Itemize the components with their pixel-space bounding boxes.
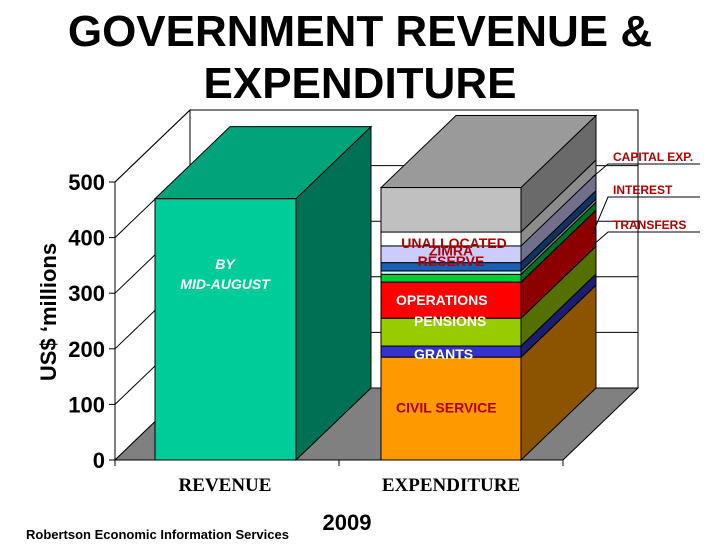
- expenditure-segment-operations: [380, 208, 597, 320]
- callout-capital-exp: CAPITAL EXP.: [613, 150, 693, 164]
- expenditure-segment-capital-exp: [379, 114, 598, 234]
- label-operations: OPERATIONS: [396, 292, 488, 308]
- expenditure-segment-capital-exp-top: [379, 115, 598, 189]
- expenditure-segment-civil-service-front: [380, 356, 522, 461]
- expenditure-segment-transfers-front: [380, 273, 522, 283]
- expenditure-segment-capital-exp-front: [380, 187, 522, 233]
- source-credit: Robertson Economic Information Services: [26, 527, 289, 542]
- expenditure-segment-zimra: [380, 172, 597, 264]
- callout-interest: INTEREST: [613, 183, 673, 197]
- y-tick-label: 300: [68, 281, 105, 306]
- revenue-bar: [153, 125, 373, 462]
- label-unallocated-line2: RESERVE: [418, 253, 485, 269]
- x-category-expenditure: EXPENDITURE: [382, 475, 520, 496]
- expenditure-segment-unallocated-reserve: [380, 158, 597, 248]
- y-tick-label: 100: [68, 392, 105, 417]
- label-civil-service: CIVIL SERVICE: [396, 400, 497, 416]
- gridline: [114, 109, 638, 183]
- y-tick-label: 500: [68, 170, 105, 195]
- label-pensions: PENSIONS: [414, 313, 486, 329]
- y-tick-label: 200: [68, 337, 105, 362]
- callout-leader-capital-exp: [591, 163, 700, 178]
- label-zimra: ZIMRA: [429, 242, 473, 258]
- chart-title: GOVERNMENT REVENUE & EXPENDITURE: [67, 7, 653, 108]
- callout-leader-transfers: [591, 231, 700, 247]
- callout-transfers: TRANSFERS: [613, 218, 686, 232]
- expenditure-segment-civil-service: [380, 283, 597, 462]
- x-axis-title: 2009: [323, 510, 372, 535]
- label-unallocated-line1: UNALLOCATED: [401, 235, 507, 251]
- y-tick-label: 400: [68, 226, 105, 251]
- expenditure-segment-operations-front: [380, 281, 522, 319]
- revenue-bar-top: [153, 126, 373, 200]
- expenditure-segment-grants: [380, 272, 597, 359]
- label-grants: GRANTS: [414, 346, 473, 362]
- revenue-annotation-line2: MID-AUGUST: [180, 276, 271, 292]
- x-category-revenue: REVENUE: [179, 475, 272, 496]
- y-tick-label: 0: [93, 448, 105, 473]
- y-axis-title: US$ ‘millions: [36, 243, 61, 381]
- revenue-annotation-line1: BY: [215, 256, 236, 272]
- revenue-bar-front: [154, 198, 297, 461]
- expenditure-segment-segment-5-front: [380, 270, 522, 275]
- callout-leader-interest: [591, 196, 700, 235]
